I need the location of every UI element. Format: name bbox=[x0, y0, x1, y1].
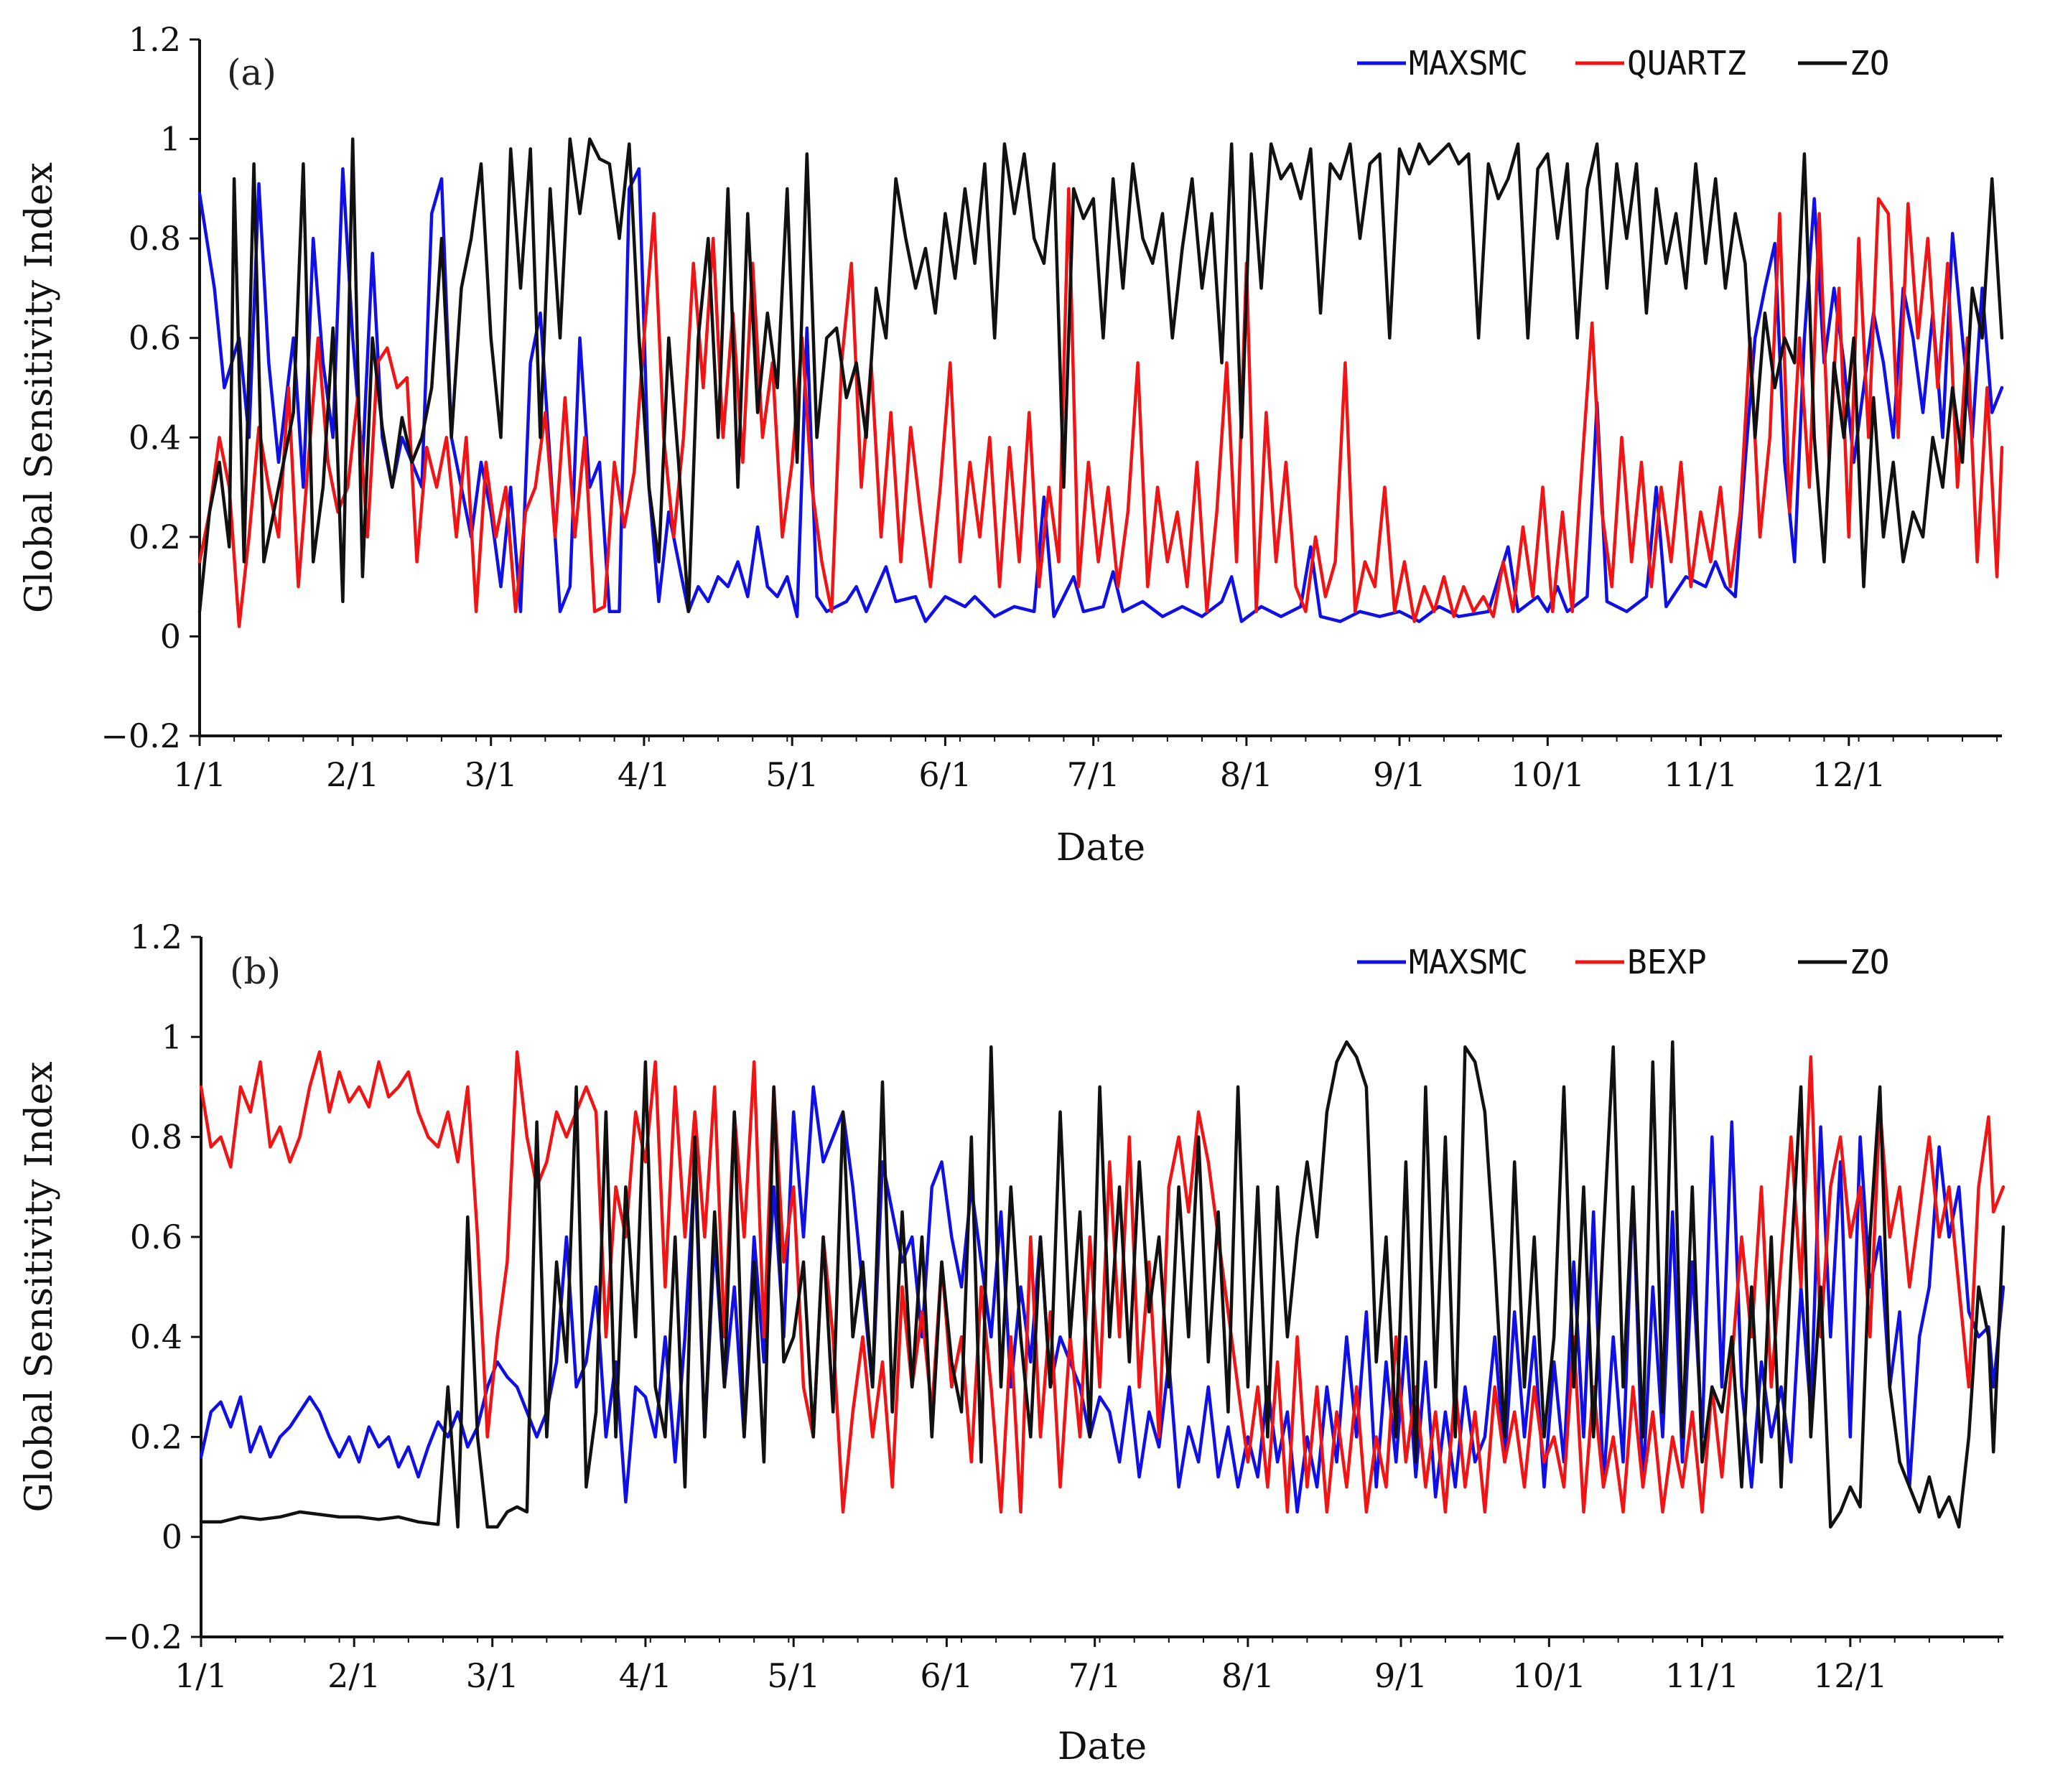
y-tick-label: 0.6 bbox=[129, 319, 181, 358]
x-tick-label: 8/1 bbox=[1220, 755, 1273, 794]
x-tick-label: 4/1 bbox=[618, 755, 671, 794]
x-tick-label: 7/1 bbox=[1068, 1656, 1122, 1695]
x-tick-label: 12/1 bbox=[1812, 755, 1886, 794]
series-line-maxsmc bbox=[199, 1085, 2006, 1514]
x-tick-label: 1/1 bbox=[173, 755, 226, 794]
x-tick-label: 5/1 bbox=[765, 755, 819, 794]
x-tick-label: 1/1 bbox=[174, 1656, 228, 1695]
y-tick-label: 0.2 bbox=[130, 1417, 182, 1456]
x-tick-label: 10/1 bbox=[1511, 755, 1585, 794]
x-tick-label: 3/1 bbox=[465, 755, 518, 794]
x-tick-label: 10/1 bbox=[1512, 1656, 1586, 1695]
series-line-bexp bbox=[199, 1050, 2006, 1514]
y-tick-label: 0.4 bbox=[129, 418, 181, 457]
x-axis-title: Date bbox=[1056, 826, 1145, 869]
panel-label: (a) bbox=[227, 52, 276, 93]
y-tick-label: 0.6 bbox=[130, 1218, 182, 1256]
y-axis-title: Global Sensitivity Index bbox=[18, 1062, 61, 1513]
x-tick-label: 12/1 bbox=[1813, 1656, 1887, 1695]
panel-b: −0.2 0 0.2 0.4 0.6 0.8 1 1.2 1/1 2/1 3/1 4/1 5/1 6/1 7… bbox=[18, 918, 2006, 1768]
x-tick-label: 8/1 bbox=[1221, 1656, 1275, 1695]
series-line-zo bbox=[199, 1040, 2006, 1529]
x-axis-title: Date bbox=[1058, 1725, 1147, 1768]
y-tick-label: −0.2 bbox=[102, 1618, 182, 1656]
y-tick-label: 1.2 bbox=[130, 918, 182, 956]
legend-label-quartz: QUARTZ bbox=[1627, 44, 1746, 83]
x-tick-label: 11/1 bbox=[1664, 755, 1738, 794]
x-tick-label: 9/1 bbox=[1373, 755, 1426, 794]
y-tick-label: 0 bbox=[162, 1518, 182, 1557]
y-tick-label: 1 bbox=[162, 1017, 182, 1056]
series-line-maxsmc bbox=[197, 167, 2004, 623]
x-tick-label: 6/1 bbox=[918, 755, 972, 794]
series-line-quartz bbox=[197, 187, 2004, 628]
legend-label-maxsmc: MAXSMC bbox=[1409, 943, 1528, 981]
y-tick-label: 1.2 bbox=[129, 20, 181, 59]
panel-label: (b) bbox=[230, 951, 281, 992]
y-tick-label: 0.8 bbox=[129, 219, 181, 258]
x-tick-label: 2/1 bbox=[326, 755, 379, 794]
y-axis-title: Global Sensitivity Index bbox=[18, 162, 61, 613]
y-tick-label: 0.2 bbox=[129, 518, 181, 556]
y-tick-label: 0 bbox=[160, 617, 181, 655]
x-tick-label: 7/1 bbox=[1067, 755, 1120, 794]
x-tick-label: 3/1 bbox=[466, 1656, 519, 1695]
legend-label-zo: ZO bbox=[1850, 943, 1889, 981]
panel-a: −0.2 0 0.2 0.4 0.6 0.8 1 1.2 1/1 2/1 3/1 4/1 5/1 6/1 7… bbox=[18, 20, 2004, 869]
x-tick-label: 5/1 bbox=[767, 1656, 820, 1695]
legend-label-maxsmc: MAXSMC bbox=[1409, 44, 1528, 83]
x-tick-label: 4/1 bbox=[619, 1656, 672, 1695]
y-tick-label: 0.4 bbox=[130, 1317, 182, 1356]
x-tick-label: 6/1 bbox=[920, 1656, 973, 1695]
x-tick-label: 9/1 bbox=[1374, 1656, 1427, 1695]
legend-label-bexp: BEXP bbox=[1627, 943, 1707, 981]
legend-label-zo: ZO bbox=[1850, 44, 1889, 83]
y-tick-label: 0.8 bbox=[130, 1118, 182, 1157]
x-tick-label: 11/1 bbox=[1665, 1656, 1739, 1695]
series-line-zo bbox=[197, 137, 2004, 614]
y-tick-label: −0.2 bbox=[101, 717, 181, 755]
x-tick-label: 2/1 bbox=[327, 1656, 381, 1695]
y-tick-label: 1 bbox=[160, 120, 181, 159]
